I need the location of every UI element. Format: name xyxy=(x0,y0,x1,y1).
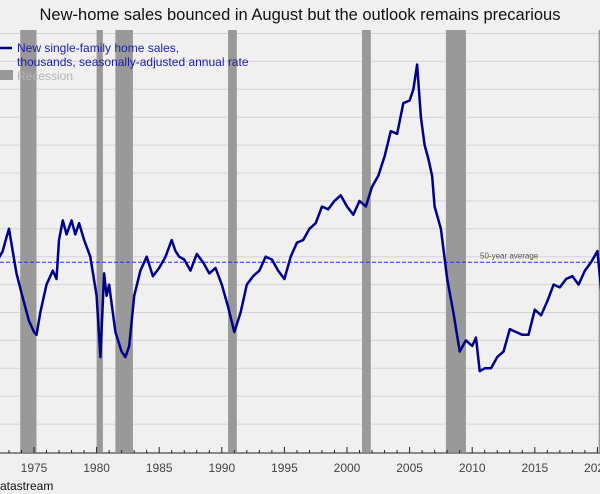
x-tick-label: 2010 xyxy=(459,461,486,475)
legend-series-label-2: thousands, seasonally-adjusted annual ra… xyxy=(17,55,249,69)
recession-bar xyxy=(598,30,600,452)
legend-series-label-1: New single-family home sales, xyxy=(17,41,179,55)
x-axis: 1975 1980 1985 1990 1995 2000 2005 2010 2015 2020 xyxy=(0,447,600,475)
chart-title: New-home sales bounced in August but the… xyxy=(40,6,561,24)
x-tick-label: 1995 xyxy=(271,461,298,475)
recession-bar xyxy=(96,30,103,452)
x-tick-label: 1975 xyxy=(21,461,48,475)
recession-bar xyxy=(445,30,466,452)
average-line-group: 50-year average xyxy=(0,251,600,263)
x-tick-label: 1985 xyxy=(146,461,173,475)
recession-bar xyxy=(115,30,133,452)
legend-recession-label: Recession xyxy=(17,69,73,83)
x-tick-label: 1980 xyxy=(83,461,110,475)
legend: New single-family home sales, thousands,… xyxy=(0,41,249,83)
series-line xyxy=(0,63,600,373)
recession-bar xyxy=(228,30,237,452)
series-group xyxy=(0,63,600,373)
source-note: atastream xyxy=(0,479,53,493)
recession-bar xyxy=(20,30,37,452)
legend-recession-swatch xyxy=(0,70,13,80)
average-label: 50-year average xyxy=(480,251,539,260)
recession-bar xyxy=(362,30,371,452)
x-tick-label: 2020 xyxy=(584,461,600,475)
x-tick-label: 2005 xyxy=(396,461,423,475)
x-tick-label: 1990 xyxy=(208,461,235,475)
x-tick-label: 2015 xyxy=(521,461,548,475)
x-tick-label: 2000 xyxy=(334,461,361,475)
